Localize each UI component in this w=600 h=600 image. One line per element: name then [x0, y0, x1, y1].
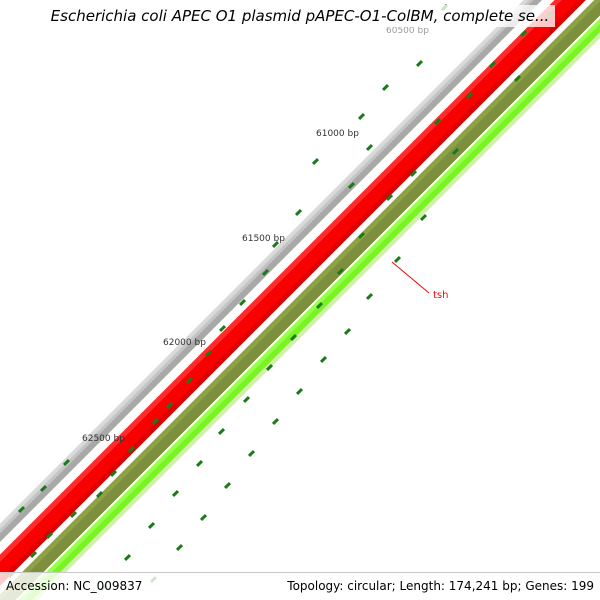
bp-coordinate-label: 61500 bp — [242, 234, 285, 244]
status-bar: Accession: NC_009837 Topology: circular;… — [0, 572, 600, 600]
bp-coordinate-label: 62000 bp — [163, 338, 206, 348]
accession-label: Accession: NC_009837 — [6, 579, 143, 593]
bp-coordinate-label: 61000 bp — [316, 129, 359, 139]
bp-coordinate-label: 60500 bp — [386, 26, 429, 36]
genome-summary-label: Topology: circular; Length: 174,241 bp; … — [287, 579, 594, 593]
bp-coordinate-label: 62500 bp — [82, 434, 125, 444]
